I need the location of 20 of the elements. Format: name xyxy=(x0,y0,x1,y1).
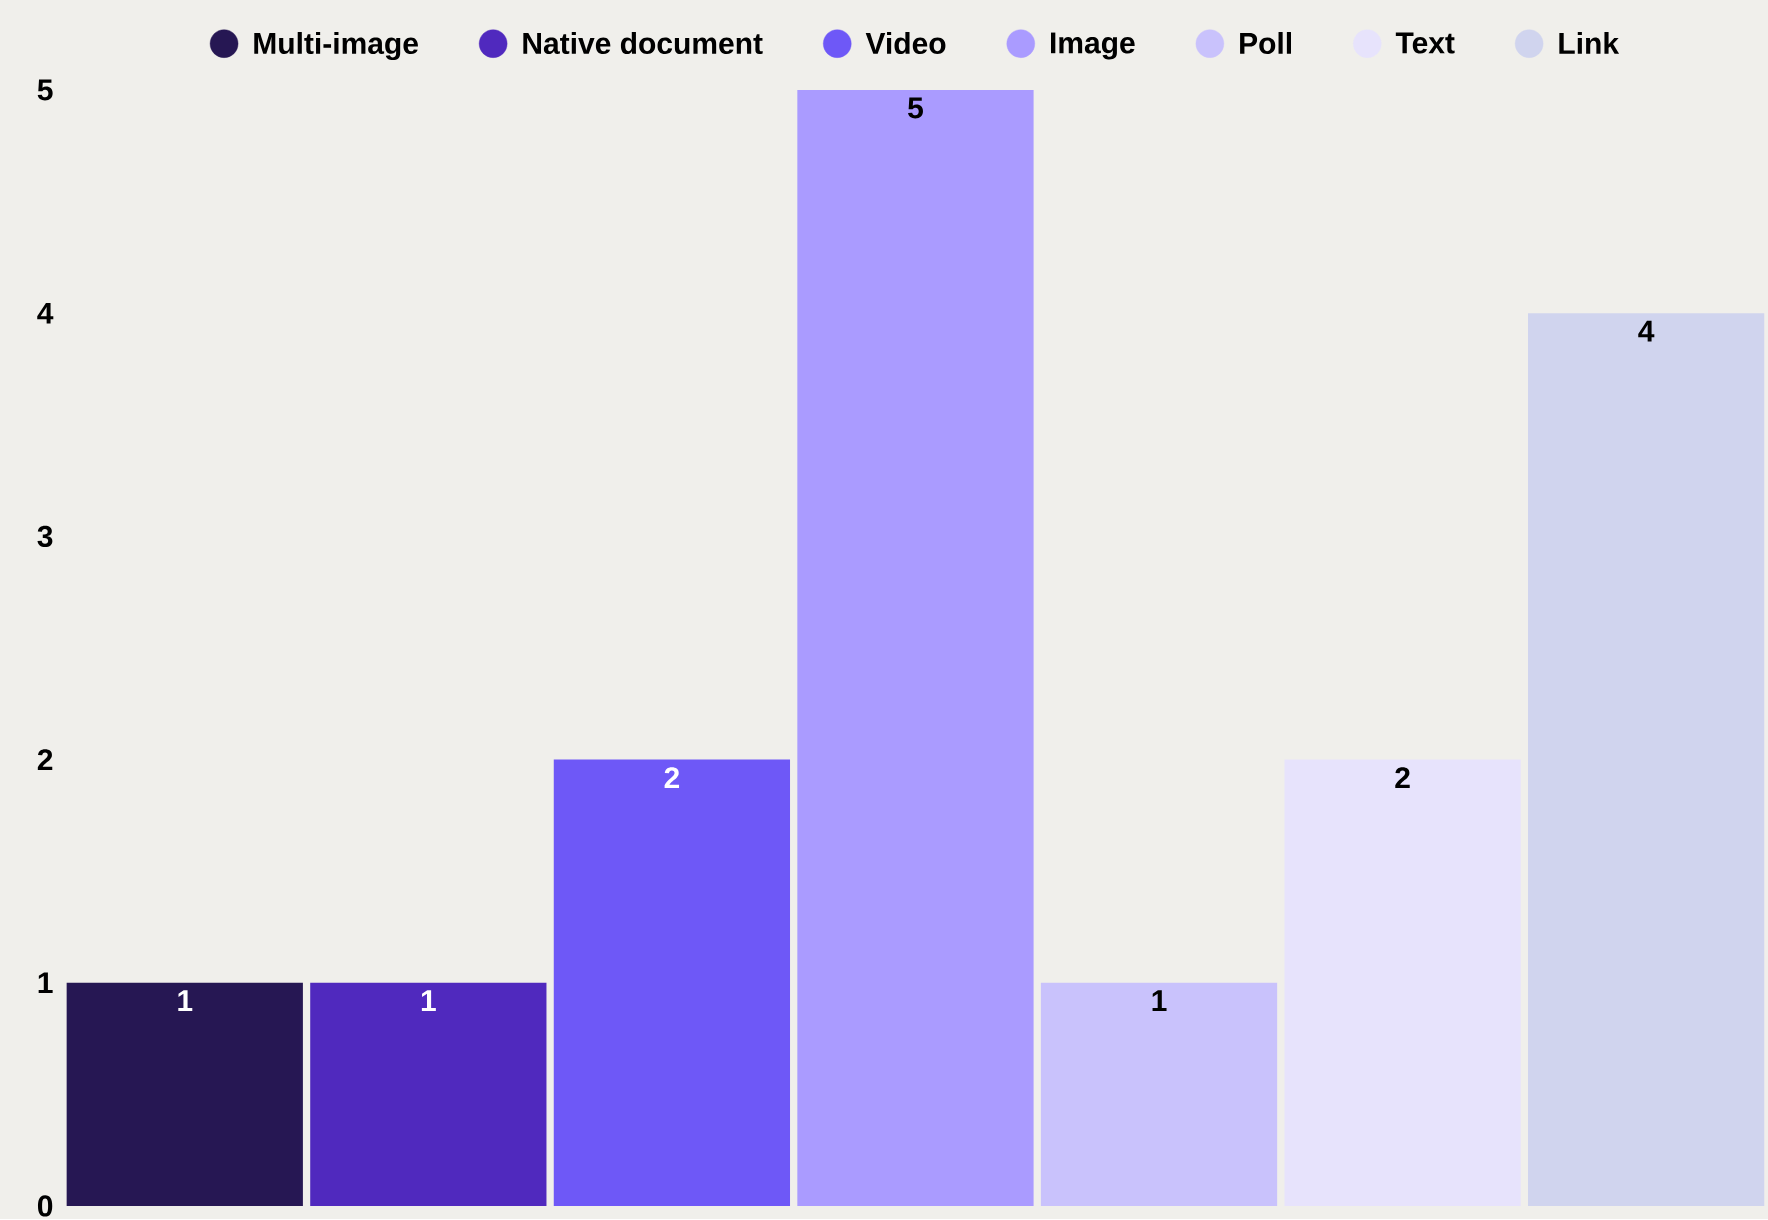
legend-label: Poll xyxy=(1240,32,1291,55)
legend-label: Text xyxy=(1395,32,1455,54)
data-label: 4 xyxy=(1638,320,1655,342)
legend-label: Video xyxy=(865,32,946,55)
data-label: 2 xyxy=(1395,767,1410,789)
y-tick-label: 1 xyxy=(38,972,53,994)
y-tick-label: 3 xyxy=(37,525,53,548)
data-label: 1 xyxy=(1152,990,1167,1011)
y-tick-label: 4 xyxy=(37,302,54,324)
data-label: 2 xyxy=(664,767,680,789)
data-label: 5 xyxy=(908,97,923,119)
y-tick-label: 0 xyxy=(37,1195,53,1217)
y-tick-label: 5 xyxy=(37,79,53,101)
legend-label: Multi-image xyxy=(254,32,418,61)
y-tick-label: 2 xyxy=(37,749,53,771)
legend-label: Image xyxy=(1051,32,1135,60)
data-label: 1 xyxy=(178,990,193,1011)
legend-label: Native document xyxy=(523,32,763,55)
legend-label: Link xyxy=(1559,32,1620,54)
data-label: 1 xyxy=(421,990,436,1011)
